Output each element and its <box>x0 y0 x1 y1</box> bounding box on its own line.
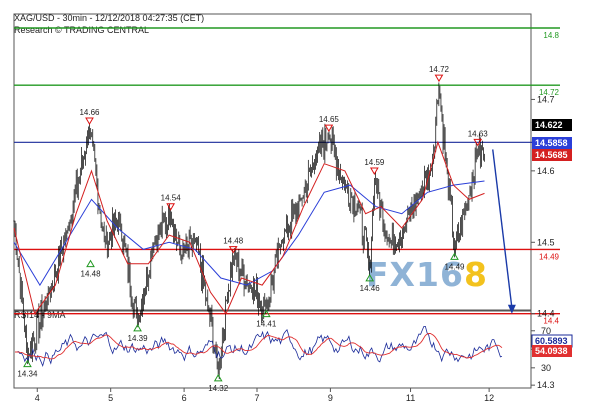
close-tag-label-1: 14.5858 <box>535 138 568 148</box>
price-tick-label-3: 14.6 <box>537 166 555 176</box>
forecast-arrow <box>492 149 516 314</box>
high-marker-1 <box>85 117 94 125</box>
watermark-text-16: 16 <box>416 255 464 294</box>
price-panel-border <box>13 13 532 311</box>
forecast-line <box>492 149 513 308</box>
low-label-12: 14.49 <box>444 262 465 271</box>
swing-labels: 14.34 14.66 14.48 14.39 14.54 14.32 14.48 14.41… <box>17 65 488 393</box>
high-marker-4 <box>166 203 176 211</box>
high-label-8: 14.65 <box>319 115 340 124</box>
time-tick-label-6: 12 <box>484 393 494 403</box>
low-marker-7 <box>261 309 271 318</box>
low-marker-3 <box>133 323 142 332</box>
close-tag-bg-2 <box>532 149 572 161</box>
forecast-arrowhead <box>507 304 516 314</box>
level-label-1: 14.72 <box>539 88 560 97</box>
high-marker-6 <box>228 246 238 254</box>
rsi-tick-label-2: 70 <box>541 326 551 336</box>
close-tag-label-2: 14.5685 <box>535 150 568 160</box>
rsi-tag-bg-1 <box>532 345 572 357</box>
moving-averages <box>13 140 485 315</box>
high-label-11: 14.72 <box>429 65 450 74</box>
watermark-text-fx: FX <box>366 255 416 294</box>
high-label-4: 14.54 <box>161 194 182 203</box>
price-candles <box>13 82 485 380</box>
low-marker-12 <box>450 252 459 260</box>
chart-subtitle: Research © TRADING CENTRAL <box>14 25 149 35</box>
high-marker-11 <box>434 74 444 83</box>
watermark-text-8: 8 <box>464 255 488 294</box>
svg-text:FX168: FX168 <box>366 255 488 294</box>
watermark-logo: FX168 <box>366 255 488 294</box>
rsi-ma-line <box>15 332 503 360</box>
rsi-tick-label-0: 30 <box>541 363 551 373</box>
close-tags: 14.622 14.5858 14.5685 <box>532 119 572 161</box>
low-marker-9 <box>365 273 375 282</box>
price-tick-label-2: 14.5 <box>537 237 555 247</box>
time-tick-label-2: 6 <box>182 393 187 403</box>
rsi-label: RSI14 - 9MA <box>14 310 66 320</box>
level-label-3: 14.49 <box>539 252 560 261</box>
chart-frame <box>13 13 532 389</box>
low-label-3: 14.39 <box>128 334 149 343</box>
close-tag-label-0: 14.622 <box>535 120 563 130</box>
low-marker-5 <box>213 373 223 382</box>
price-tick-label-1: 14.4 <box>537 309 555 319</box>
close-tag-bg-1 <box>532 137 572 149</box>
low-label-5: 14.32 <box>208 384 229 393</box>
high-label-10: 14.59 <box>364 158 385 167</box>
rsi-tag-label-0: 60.5893 <box>535 336 568 346</box>
ma-slow-line <box>13 180 485 287</box>
close-tag-bg-0 <box>532 119 572 131</box>
price-axis: 14.3 14.4 14.5 14.6 14.7 <box>531 94 555 390</box>
high-marker-8 <box>324 124 334 133</box>
high-label-6: 14.48 <box>223 237 244 246</box>
high-marker-13 <box>473 138 483 147</box>
high-label-1: 14.66 <box>79 108 100 117</box>
time-tick-label-0: 4 <box>35 393 40 403</box>
low-label-0: 14.34 <box>17 370 38 379</box>
rsi-line <box>14 325 503 368</box>
time-tick-label-4: 9 <box>328 393 333 403</box>
high-marker-10 <box>369 167 379 175</box>
time-tick-label-1: 5 <box>108 393 113 403</box>
price-tick-label-0: 14.3 <box>537 380 555 390</box>
price-tick-label-4: 14.7 <box>537 94 555 104</box>
high-label-13: 14.63 <box>468 129 489 138</box>
low-marker-2 <box>86 259 95 268</box>
chart-title: XAG/USD - 30min - 12/12/2018 04:27:35 (C… <box>14 13 204 23</box>
low-marker-0 <box>23 359 32 368</box>
low-label-7: 14.41 <box>256 320 277 329</box>
time-tick-label-5: 11 <box>406 393 415 403</box>
time-tick-label-3: 7 <box>254 393 259 403</box>
time-axis: 4 5 6 7 9 11 12 <box>35 388 494 403</box>
rsi-tag-label-1: 54.0938 <box>535 346 568 356</box>
level-label-0: 14.8 <box>543 31 559 40</box>
low-label-9: 14.46 <box>360 284 381 293</box>
low-label-2: 14.48 <box>81 270 102 279</box>
ma-fast-line <box>13 140 485 315</box>
level-label-4: 14.4 <box>543 317 559 326</box>
